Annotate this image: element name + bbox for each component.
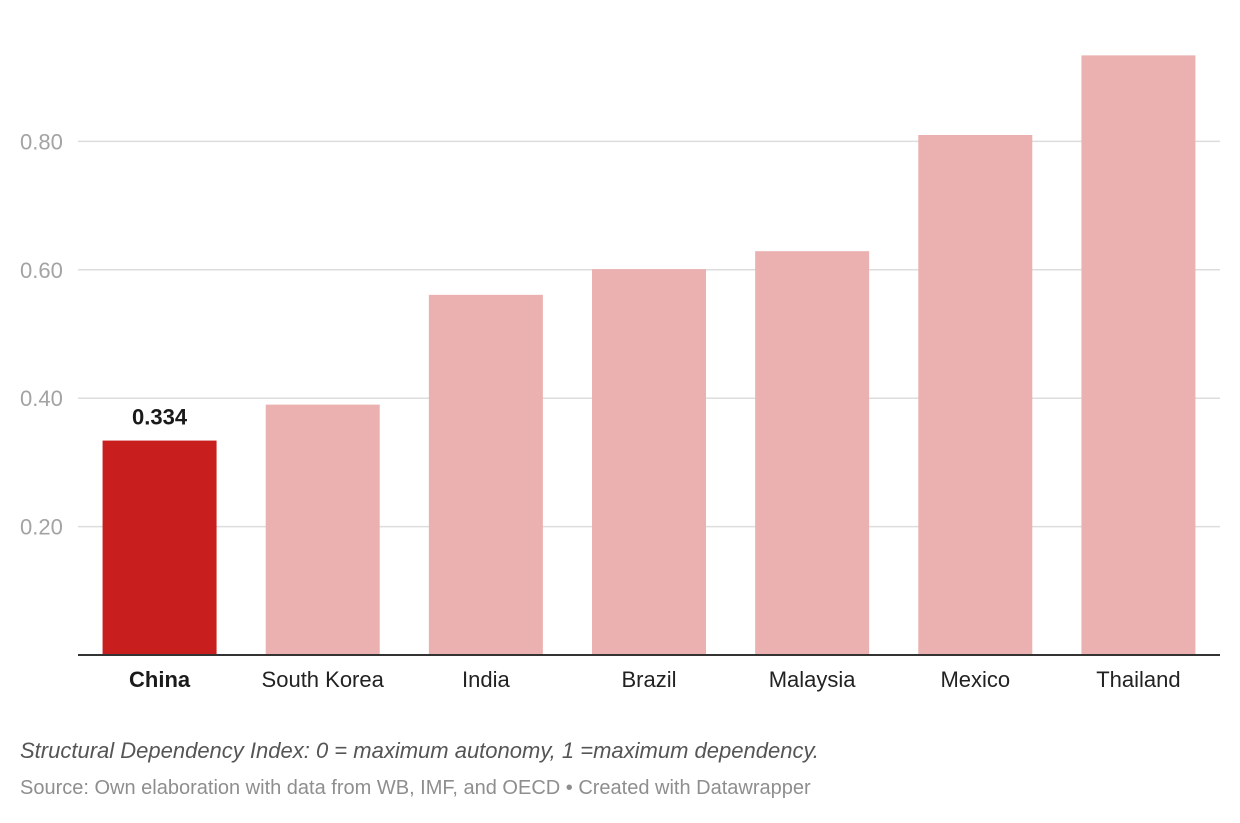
- bar-brazil: [592, 269, 706, 655]
- bar-south-korea: [265, 404, 380, 655]
- bar-china: [102, 440, 217, 655]
- bar-thailand: [1081, 55, 1196, 655]
- bar-malaysia: [755, 251, 870, 655]
- x-tick-label: Thailand: [1096, 667, 1180, 692]
- y-tick-label: 0.60: [20, 258, 63, 283]
- data-label: 0.334: [132, 405, 188, 430]
- bars: [102, 55, 1196, 656]
- y-tick-label: 0.80: [20, 129, 63, 154]
- y-tick-label: 0.20: [20, 515, 63, 540]
- chart-note: Structural Dependency Index: 0 = maximum…: [20, 738, 819, 763]
- category-labels: China South Korea India Brazil Malaysia Mexic…: [129, 667, 1181, 692]
- chart-source: Source: Own elaboration with data from W…: [20, 777, 811, 799]
- x-tick-label: China: [129, 667, 191, 692]
- bar-mexico: [918, 134, 1033, 656]
- bar-india: [428, 294, 543, 655]
- y-tick-label: 0.40: [20, 386, 63, 411]
- x-tick-label: South Korea: [262, 667, 385, 692]
- x-tick-label: India: [462, 667, 510, 692]
- y-axis-tick-labels: 0.20 0.40 0.60 0.80: [20, 129, 63, 539]
- value-labels: 0.334: [132, 405, 188, 430]
- x-tick-label: Brazil: [621, 667, 676, 692]
- x-tick-label: Malaysia: [769, 667, 857, 692]
- x-tick-label: Mexico: [940, 667, 1010, 692]
- bar-chart: 0.20 0.40 0.60 0.80 0.334 China South Korea I…: [20, 55, 1220, 692]
